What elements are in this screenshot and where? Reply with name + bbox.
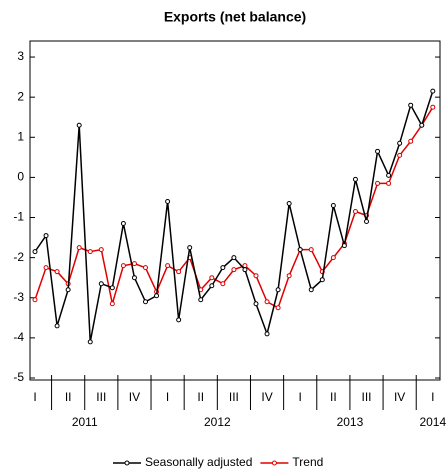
y-tick-label: -2 [13,250,24,264]
point [319,277,325,283]
point [209,283,215,289]
point [87,339,93,345]
y-tick-label: -4 [13,330,24,344]
point [253,301,259,307]
point [76,245,82,251]
point [165,198,171,204]
point [54,269,60,275]
point [120,263,126,269]
point [143,265,148,271]
point [131,261,137,267]
y-tick-label: -3 [13,290,24,304]
legend-label: Seasonally adjusted [145,455,252,469]
point [352,209,358,215]
y-tick-label: 3 [17,49,24,63]
point [341,243,347,249]
point [397,152,403,158]
point [242,267,248,273]
point [109,285,115,291]
x-tick-label: I [33,390,36,404]
point [308,247,314,253]
point [32,297,38,303]
x-tick-label: II [197,390,204,404]
point [275,305,281,311]
point [375,180,381,186]
x-tick-label: I [431,390,434,404]
point [231,267,237,273]
point [87,249,93,255]
point [98,281,104,287]
point [264,331,270,337]
year-label: 2014 [419,415,446,429]
series-line [34,106,434,309]
y-tick-label: 2 [17,89,24,103]
point [76,122,82,128]
legend-label: Trend [292,455,323,469]
point [198,297,204,303]
year-label: 2013 [337,415,364,429]
point [375,148,381,154]
x-tick-label: III [361,390,371,404]
point [364,219,369,225]
x-tick-label: III [96,390,106,404]
point [220,281,226,287]
point [43,233,49,239]
x-tick-label: I [166,390,169,404]
point [286,200,292,206]
point [253,273,259,279]
legend-marker [124,460,130,466]
point [275,287,281,293]
y-tick-label: 0 [17,170,24,184]
point [165,263,171,269]
y-tick-label: -1 [13,210,24,224]
point [43,265,49,271]
point [98,247,104,253]
point [209,275,215,281]
point [65,287,71,293]
point [264,299,270,305]
point [430,104,436,110]
legend-marker [271,460,277,466]
plot-frame [29,40,441,381]
x-tick-label: II [65,390,72,404]
x-tick-label: IV [394,390,405,404]
point [330,202,336,208]
point [408,102,414,108]
point [397,140,403,146]
series-line [34,90,434,343]
point [286,273,292,279]
point [419,122,425,128]
x-tick-label: II [330,390,337,404]
x-tick-label: III [229,390,239,404]
point [154,293,160,299]
point [120,221,126,227]
x-tick-label: IV [129,390,140,404]
point [330,255,336,261]
point [231,255,237,261]
point [297,247,303,253]
point [386,172,392,178]
y-tick-label: -5 [13,370,24,384]
year-label: 2011 [72,415,98,429]
year-label: 2012 [204,415,231,429]
point [176,269,182,275]
y-tick-label: 1 [17,129,24,143]
chart-title: Exports (net balance) [164,9,306,25]
x-tick-label: IV [261,390,272,404]
point [430,88,436,94]
point [220,265,226,271]
point [109,301,115,307]
x-tick-label: I [299,390,302,404]
point [176,317,182,323]
point [308,287,314,293]
point [131,275,137,281]
point [32,249,38,255]
point [143,299,148,305]
point [408,138,414,144]
point [386,180,392,186]
point [352,176,358,182]
point [187,245,193,251]
point [54,323,60,329]
